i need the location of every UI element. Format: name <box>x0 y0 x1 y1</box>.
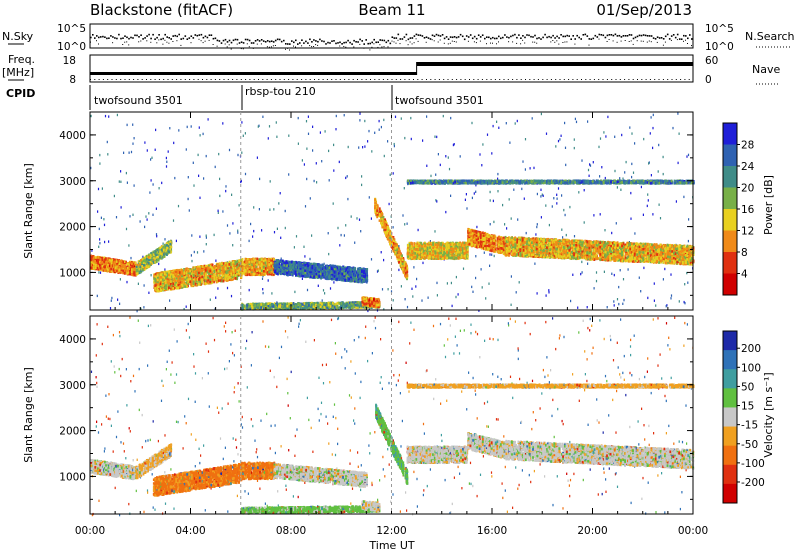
xtick-label: 12:00 <box>376 525 406 537</box>
freq-label-2: [MHz] <box>2 66 34 79</box>
colorbar-tick-label: -15 <box>741 420 758 432</box>
power-colorbar: 4 8 12 16 20 24 28 <box>723 123 755 296</box>
xtick-label: 20:00 <box>577 525 607 537</box>
noise-ytick-bottom-left: 10^0 <box>57 41 86 53</box>
xtick-label: 00:00 <box>678 525 708 537</box>
colorbar-tick-label: -50 <box>741 439 758 451</box>
colorbar-tick-label: 50 <box>741 381 754 393</box>
freq-tick-18: 18 <box>63 55 76 67</box>
ytick-label: 2000 <box>59 222 86 234</box>
xtick-label: 08:00 <box>276 525 306 537</box>
freq-panel <box>90 55 693 82</box>
nave-label: Nave <box>752 63 780 76</box>
colorbar-tick-label: 100 <box>741 362 761 374</box>
noise-ytick-top-right: 10^5 <box>705 23 734 35</box>
power-colorbar-label: Power [dB] <box>762 175 775 235</box>
xtick-label: 00:00 <box>75 525 105 537</box>
cpid-label: CPID <box>6 87 35 100</box>
noise-ytick-bottom-right: 10^0 <box>705 41 734 53</box>
colorbar-tick-label: 4 <box>741 269 748 281</box>
radar-summary-plot: Blackstone (fitACF) Beam 11 01/Sep/2013 … <box>0 0 800 554</box>
colorbar-tick-label: -100 <box>741 458 765 470</box>
nave-tick-60: 60 <box>705 55 718 67</box>
freq-tick-8: 8 <box>69 74 76 86</box>
colorbar-tick-label: 28 <box>741 140 754 152</box>
time-x-axis: 00:00 04:00 08:00 12:00 16:00 20:00 00:00 <box>75 112 708 537</box>
cpid-segment-2: rbsp-tou 210 <box>245 85 316 98</box>
ytick-label: 3000 <box>59 380 86 392</box>
x-axis-label: Time UT <box>368 539 414 552</box>
power-heatmap <box>90 112 695 312</box>
cpid-segment-3: twofsound 3501 <box>395 94 484 107</box>
ytick-label: 2000 <box>59 426 86 438</box>
ytick-label: 4000 <box>59 334 86 346</box>
noise-ytick-top-left: 10^5 <box>57 23 86 35</box>
velocity-heatmap <box>90 316 694 516</box>
colorbar-tick-label: 24 <box>741 161 755 173</box>
colorbar-tick-label: 20 <box>741 183 754 195</box>
colorbar-tick-label: 15 <box>741 401 754 413</box>
colorbar-tick-label: 16 <box>741 204 755 216</box>
ytick-label: 3000 <box>59 176 86 188</box>
noise-sky-label: N.Sky <box>2 30 34 43</box>
ytick-label: 1000 <box>59 267 86 279</box>
velocity-ylabel: Slant Range [km] <box>22 367 35 463</box>
ytick-label: 4000 <box>59 130 86 142</box>
nave-tick-0: 0 <box>705 74 712 86</box>
ytick-label: 1000 <box>59 471 86 483</box>
cpid-segment-1: twofsound 3501 <box>94 94 183 107</box>
power-ylabel: Slant Range [km] <box>22 163 35 259</box>
date-title: 01/Sep/2013 <box>596 1 692 19</box>
noise-search-label: N.Search <box>745 30 795 43</box>
xtick-label: 16:00 <box>477 525 507 537</box>
velocity-colorbar: 200 100 50 15 -15 -50 -100 -200 <box>723 331 765 504</box>
colorbar-tick-label: -200 <box>741 477 765 489</box>
freq-label-1: Freq. <box>8 53 35 66</box>
freq-trace <box>90 62 693 80</box>
colorbar-tick-label: 12 <box>741 226 754 238</box>
station-title: Blackstone (fitACF) <box>90 1 233 19</box>
velocity-colorbar-label: Velocity [m s⁻¹] <box>762 372 775 457</box>
xtick-label: 04:00 <box>175 525 205 537</box>
colorbar-tick-label: 200 <box>741 343 761 355</box>
colorbar-tick-label: 8 <box>741 247 748 259</box>
beam-title: Beam 11 <box>358 1 425 19</box>
